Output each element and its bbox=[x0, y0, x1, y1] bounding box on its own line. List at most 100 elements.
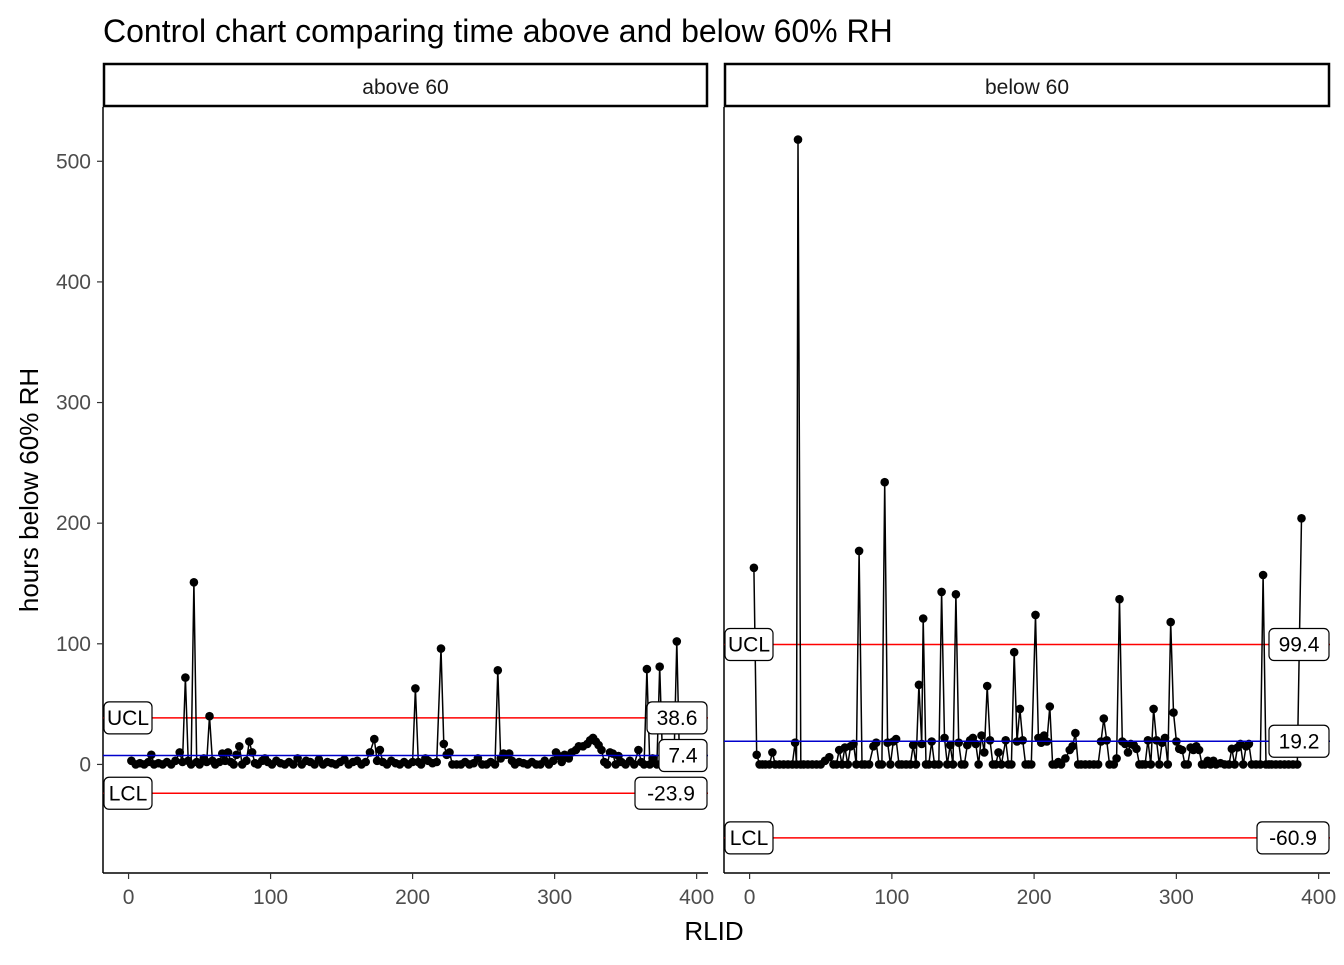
data-point bbox=[918, 614, 928, 623]
data-point bbox=[1102, 736, 1111, 745]
data-point bbox=[825, 752, 834, 762]
data-point bbox=[181, 673, 190, 682]
center-value-label: 19.2 bbox=[1279, 730, 1320, 753]
data-point bbox=[945, 740, 955, 750]
y-tick-label: 0 bbox=[79, 753, 91, 776]
data-point bbox=[960, 760, 969, 769]
data-point bbox=[223, 748, 233, 757]
data-point bbox=[375, 745, 385, 755]
data-point bbox=[1169, 708, 1178, 717]
data-point bbox=[245, 737, 254, 746]
data-point bbox=[1155, 760, 1164, 769]
lcl-tag-box bbox=[103, 776, 153, 810]
data-point bbox=[1018, 736, 1027, 745]
data-point bbox=[1015, 704, 1025, 714]
data-point bbox=[242, 756, 251, 766]
lcl-tag-box bbox=[724, 821, 774, 855]
data-point bbox=[1112, 754, 1121, 763]
data-point bbox=[1238, 760, 1248, 769]
data-point bbox=[1146, 760, 1156, 769]
data-point bbox=[175, 748, 184, 757]
data-point bbox=[1132, 744, 1141, 754]
lcl-value-label: -60.9 bbox=[1269, 827, 1317, 850]
ucl-tag: UCL bbox=[107, 707, 149, 730]
data-point bbox=[493, 666, 503, 675]
x-tick-label: 400 bbox=[1301, 886, 1336, 909]
center-value-label: 7.4 bbox=[668, 745, 698, 768]
data-point bbox=[1068, 742, 1077, 751]
data-point bbox=[854, 546, 864, 556]
data-series-line bbox=[130, 582, 681, 768]
ucl-value-label-box bbox=[646, 701, 708, 735]
data-point bbox=[1056, 760, 1066, 769]
data-point bbox=[891, 734, 901, 744]
ucl-tag-box bbox=[724, 627, 774, 662]
data-point bbox=[416, 760, 426, 769]
x-tick-label: 100 bbox=[874, 886, 909, 909]
data-point bbox=[914, 680, 924, 690]
data-point bbox=[911, 760, 921, 769]
data-point bbox=[974, 760, 983, 769]
data-point bbox=[880, 477, 889, 487]
data-point bbox=[980, 748, 989, 757]
data-point bbox=[432, 757, 442, 767]
facet-strip-label: below 60 bbox=[985, 76, 1069, 99]
x-tick-label: 300 bbox=[537, 886, 572, 909]
data-point bbox=[445, 748, 454, 757]
x-tick-label: 200 bbox=[1017, 886, 1052, 909]
x-tick-label: 0 bbox=[123, 886, 135, 909]
x-tick-label: 100 bbox=[253, 886, 288, 909]
data-point bbox=[642, 664, 652, 674]
x-tick-label: 200 bbox=[395, 886, 430, 909]
x-tick-label: 400 bbox=[679, 886, 714, 909]
data-point bbox=[752, 750, 761, 760]
data-point bbox=[1194, 745, 1204, 755]
chart-title: Control chart comparing time above and b… bbox=[103, 13, 893, 49]
data-point bbox=[1183, 760, 1192, 769]
data-point bbox=[790, 738, 800, 747]
data-point bbox=[171, 756, 180, 766]
y-tick-label: 300 bbox=[56, 392, 91, 415]
data-point bbox=[886, 760, 895, 769]
x-tick-label: 300 bbox=[1159, 886, 1194, 909]
data-point bbox=[1166, 617, 1175, 627]
data-point bbox=[994, 748, 1003, 757]
data-point bbox=[948, 760, 958, 769]
data-point bbox=[602, 760, 612, 769]
data-point bbox=[1293, 760, 1302, 769]
data-point bbox=[940, 733, 949, 743]
lcl-value-label: -23.9 bbox=[647, 782, 695, 805]
data-point bbox=[370, 734, 379, 744]
data-point bbox=[1143, 736, 1153, 745]
ucl-value-label: 99.4 bbox=[1279, 634, 1320, 657]
data-point bbox=[982, 681, 992, 691]
ucl-tag-box bbox=[103, 701, 153, 735]
lcl-value-label-box bbox=[634, 776, 708, 810]
data-point bbox=[1297, 514, 1306, 523]
data-point bbox=[629, 760, 639, 769]
data-point bbox=[954, 738, 963, 747]
y-tick-label: 500 bbox=[56, 150, 91, 173]
center-value-label-box bbox=[1268, 724, 1330, 758]
x-tick-label: 0 bbox=[744, 886, 756, 909]
data-point bbox=[1061, 754, 1070, 763]
lcl-tag: LCL bbox=[730, 827, 769, 850]
y-tick-label: 200 bbox=[56, 512, 91, 535]
data-point bbox=[289, 760, 298, 769]
data-point bbox=[843, 760, 853, 769]
center-value-label-box bbox=[658, 738, 708, 773]
data-point bbox=[997, 760, 1006, 769]
panels-layer: above 60 0 100 200 300 400 0 100 200 300 400 500 UCL… bbox=[56, 62, 1336, 909]
ucl-value-label-box bbox=[1268, 627, 1330, 662]
data-point bbox=[1160, 733, 1170, 743]
data-point bbox=[1027, 760, 1036, 769]
data-point bbox=[490, 760, 500, 769]
ucl-tag: UCL bbox=[728, 634, 770, 657]
y-tick-label: 100 bbox=[56, 633, 91, 656]
data-point bbox=[1045, 702, 1055, 711]
ucl-value-label: 38.6 bbox=[657, 707, 698, 730]
data-point bbox=[655, 662, 664, 671]
data-point bbox=[1115, 594, 1124, 604]
data-point bbox=[439, 739, 449, 749]
